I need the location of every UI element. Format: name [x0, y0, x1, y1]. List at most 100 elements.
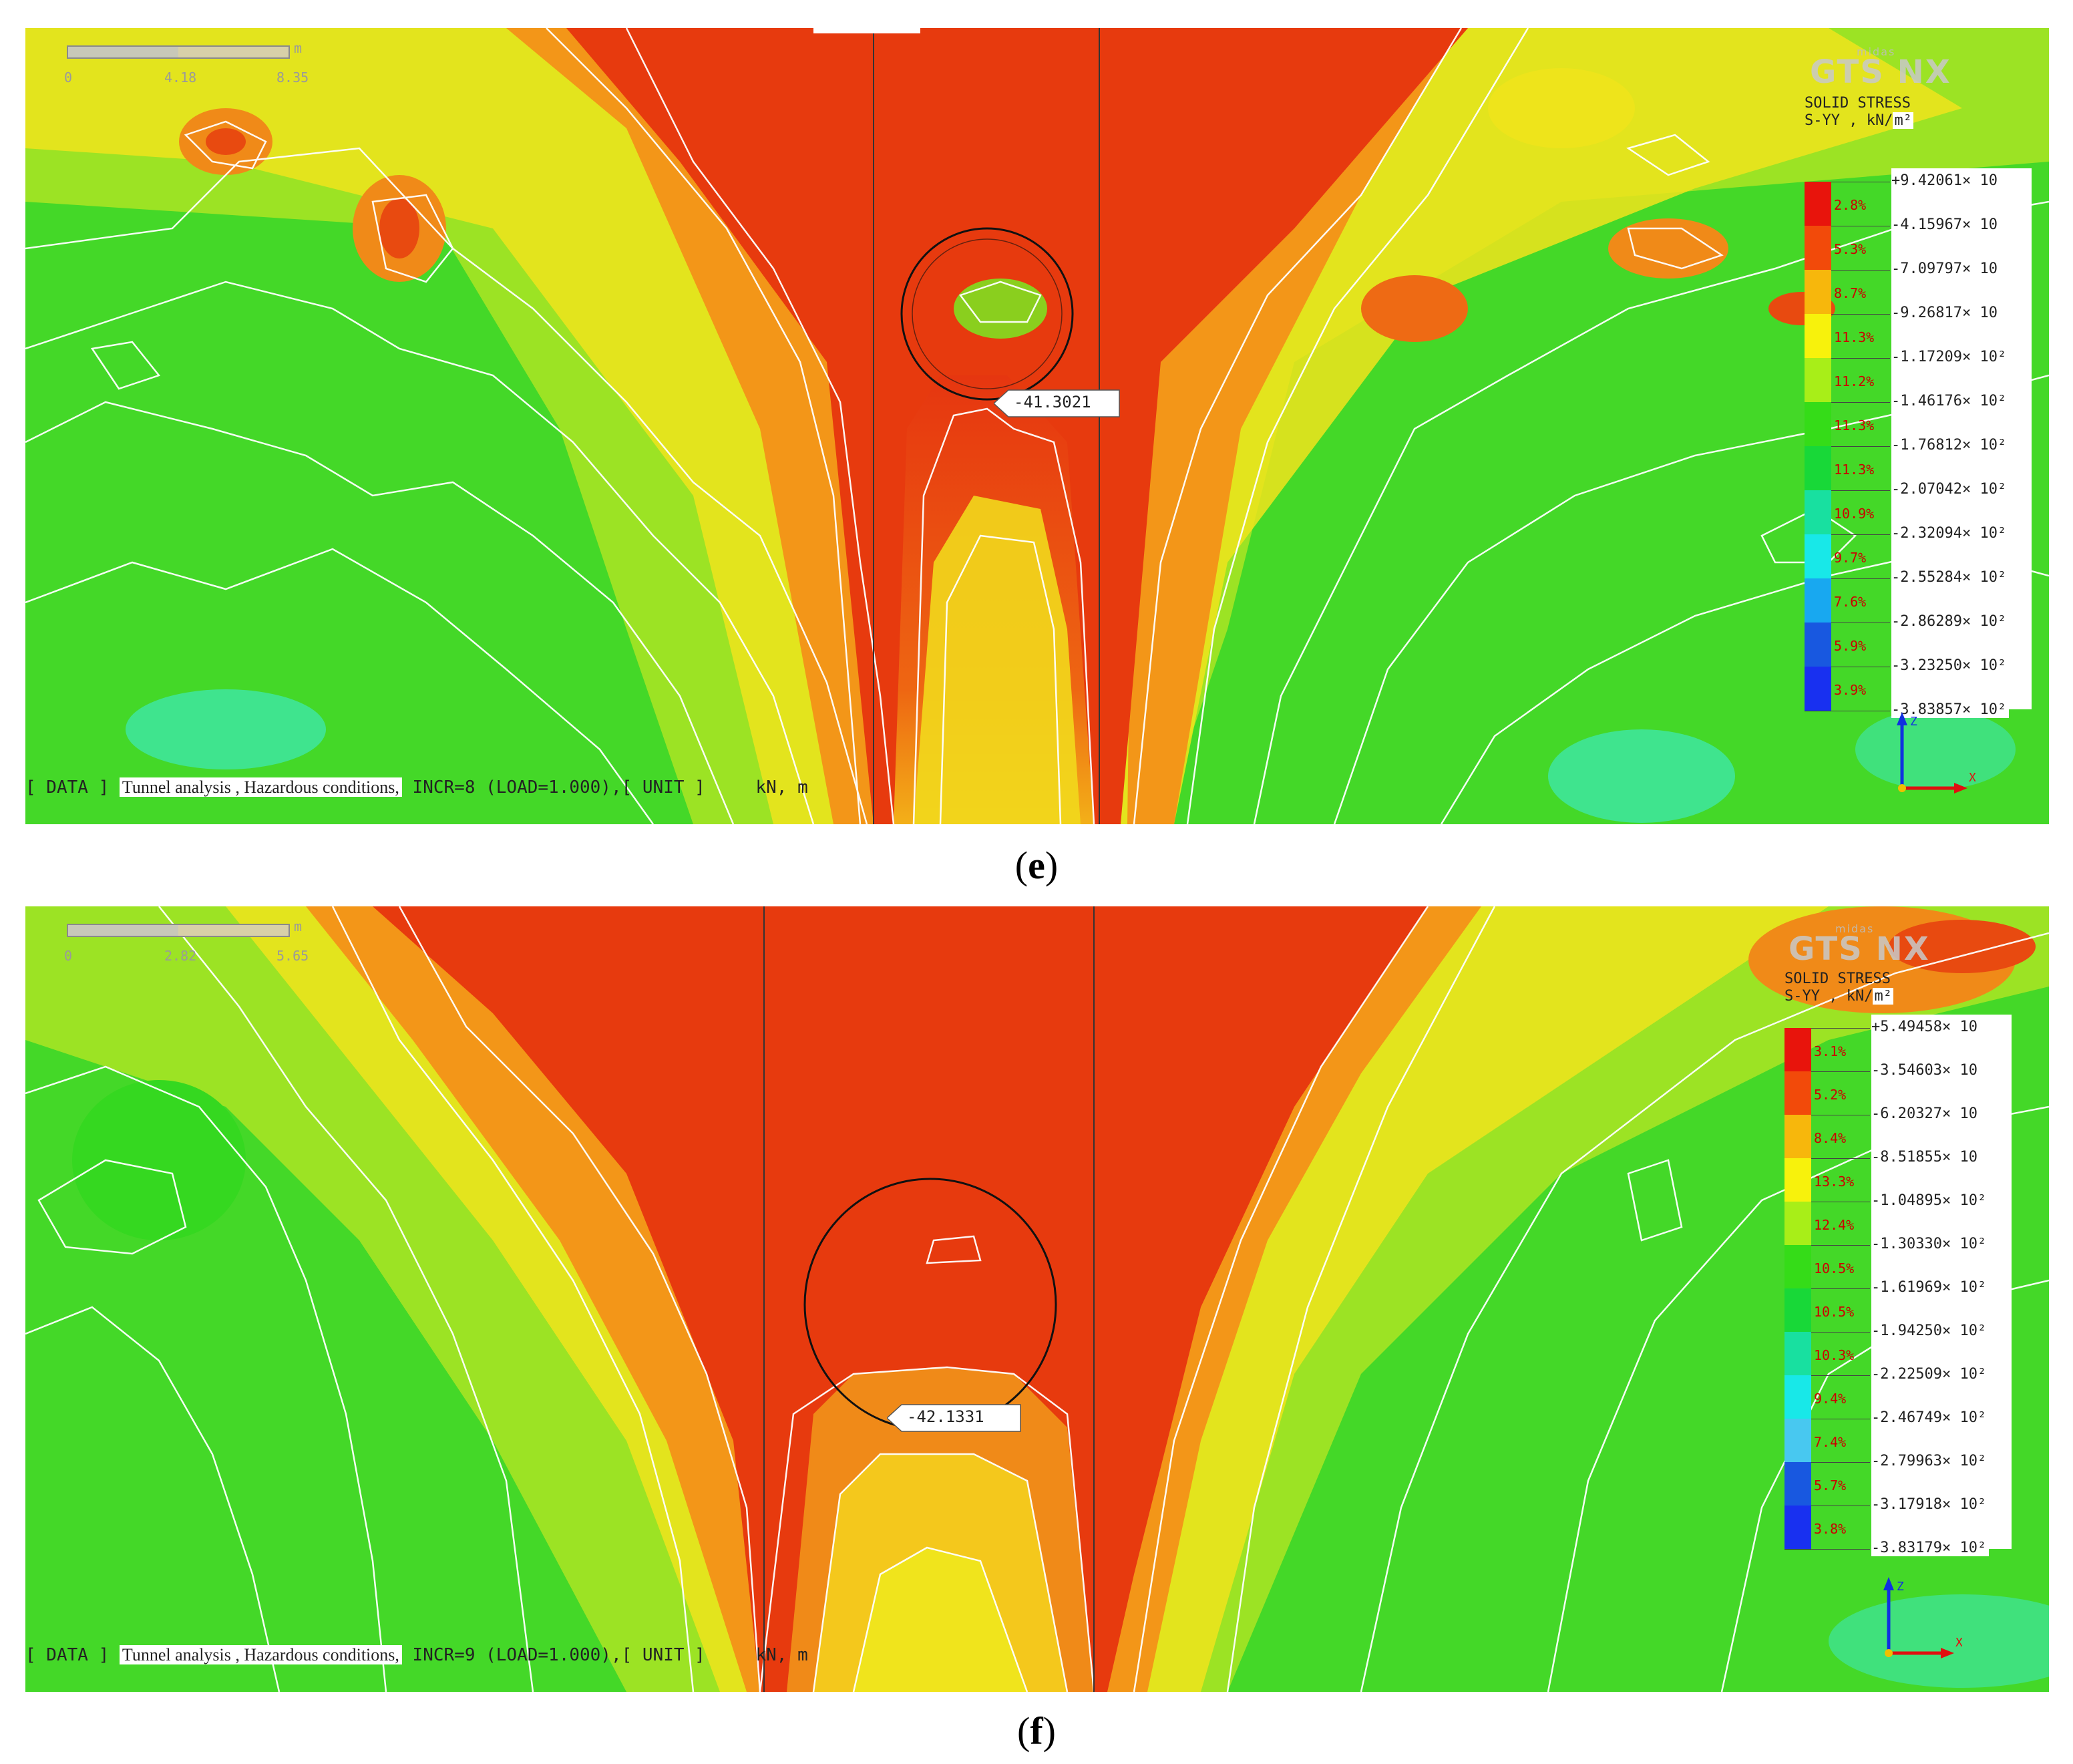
legend-value: -2.22509× 10²: [1871, 1366, 1990, 1383]
status-prefix: [ DATA ]: [25, 777, 110, 798]
stress-legend-e: SOLID STRESS S-YY , kN/m² 2.8% 5.3% 8.7% 11…: [1805, 95, 2045, 723]
legend-value: +9.42061× 10: [1891, 172, 2000, 189]
legend-value: -2.32094× 10²: [1891, 525, 2010, 542]
legend-swatch: [1805, 490, 1831, 535]
logo-brand-text: GTS NX: [1810, 53, 1951, 91]
status-prefix: [ DATA ]: [25, 1645, 110, 1665]
status-analysis: Tunnel analysis , Hazardous conditions,: [119, 1645, 402, 1664]
legend-value: -9.26817× 10: [1891, 305, 2000, 321]
legend-value: -3.17918× 10²: [1871, 1496, 1990, 1513]
legend-tick: [1811, 1549, 1870, 1550]
legend-percent: 10.3%: [1814, 1347, 1855, 1363]
legend-percent: 3.8%: [1814, 1520, 1847, 1537]
contour-field-f: [25, 906, 2049, 1692]
scale-unit: m: [294, 918, 303, 934]
legend-value: -7.09797× 10: [1891, 260, 2000, 277]
legend-swatch: [1805, 667, 1831, 711]
legend-percent: 10.5%: [1814, 1260, 1855, 1276]
legend-tick: [1811, 1375, 1870, 1376]
legend-swatch: [1784, 1506, 1811, 1550]
legend-value: -2.79963× 10²: [1871, 1453, 1990, 1469]
legend-swatch: [1805, 623, 1831, 667]
legend-value: -1.04895× 10²: [1871, 1192, 1990, 1209]
axis-z-label: Z: [1897, 1580, 1904, 1594]
status-line-e: [ DATA ] Tunnel analysis , Hazardous con…: [25, 777, 808, 798]
scale-tick-0: 0: [64, 69, 73, 85]
legend-tick: [1831, 534, 1890, 535]
legend-swatch: [1805, 226, 1831, 271]
legend-value: -1.94250× 10²: [1871, 1322, 1990, 1339]
legend-percent: 8.4%: [1814, 1129, 1847, 1146]
legend-value: -1.46176× 10²: [1891, 393, 2010, 409]
probe-arrow-shape: [994, 389, 1120, 417]
scale-tick-0: 0: [64, 948, 73, 964]
status-incr: INCR=8 (LOAD=1.000),[ UNIT ]: [412, 777, 705, 798]
legend-unit: m²: [1873, 988, 1893, 1005]
legend-swatch: [1805, 446, 1831, 491]
legend-value: -1.61969× 10²: [1871, 1279, 1990, 1296]
logo-small-text: midas: [1857, 45, 1896, 58]
stress-contour-panel-e: 0 4.18 8.35 m midas GTS NX SOLID STRESS …: [25, 28, 2049, 824]
axis-x-label: X: [1955, 1636, 1962, 1650]
legend-swatch: [1805, 534, 1831, 579]
legend-title: SOLID STRESS S-YY , kN/m²: [1805, 95, 1913, 130]
legend-value: -3.23250× 10²: [1891, 657, 2010, 674]
legend-percent: 10.5%: [1814, 1303, 1855, 1320]
legend-value: -1.76812× 10²: [1891, 437, 2010, 454]
legend-value: +5.49458× 10: [1871, 1019, 1980, 1035]
probe-arrow-shape: [887, 1404, 1021, 1432]
status-units: kN, m: [755, 777, 808, 798]
caption-letter-e: e: [1028, 844, 1045, 887]
legend-swatch: [1805, 270, 1831, 315]
legend-swatch: [1784, 1462, 1811, 1506]
stress-legend-f: SOLID STRESS S-YY , kN/m² 3.1% 5.2% 8.4% 13…: [1784, 971, 2038, 1598]
legend-tick: [1831, 270, 1890, 271]
axis-triad-e: Z X: [1882, 709, 1976, 813]
probe-value: -41.3021: [1014, 393, 1091, 411]
caption-e: (e): [1014, 844, 1059, 887]
legend-value: -2.07042× 10²: [1891, 481, 2010, 498]
contour-field-e: [25, 28, 2049, 824]
legend-tick: [1811, 1028, 1870, 1029]
legend-title: SOLID STRESS S-YY , kN/m²: [1784, 971, 1893, 1005]
legend-percent: 8.7%: [1834, 285, 1867, 302]
legend-tick: [1831, 490, 1890, 491]
scale-tick-1: 2.82: [164, 948, 197, 964]
legend-value: -2.55284× 10²: [1891, 569, 2010, 586]
legend-percent: 11.3%: [1834, 329, 1875, 346]
status-analysis: Tunnel analysis , Hazardous conditions,: [119, 777, 402, 797]
legend-percent: 3.9%: [1834, 682, 1867, 699]
legend-percent: 5.7%: [1814, 1477, 1847, 1493]
legend-unit: m²: [1893, 112, 1913, 129]
caption-f: (f): [1017, 1709, 1056, 1753]
legend-value: -3.83857× 10²: [1891, 701, 2010, 718]
legend-tick: [1811, 1332, 1870, 1333]
axis-triad-f: Z X: [1869, 1574, 1963, 1678]
legend-percent: 9.4%: [1814, 1390, 1847, 1407]
legend-percent: 7.4%: [1814, 1433, 1847, 1450]
legend-swatch: [1805, 182, 1831, 226]
midas-logo: midas GTS NX: [1788, 922, 1930, 968]
legend-swatch: [1805, 358, 1831, 403]
legend-title-line1: SOLID STRESS: [1784, 971, 1891, 987]
legend-percent: 2.8%: [1834, 197, 1867, 214]
legend-percent: 5.9%: [1834, 638, 1867, 655]
legend-tick: [1811, 1071, 1870, 1072]
legend-swatch: [1784, 1332, 1811, 1376]
legend-tick: [1831, 446, 1890, 447]
legend-value: -3.54603× 10: [1871, 1062, 1980, 1079]
legend-swatch: [1805, 578, 1831, 623]
legend-tick: [1811, 1158, 1870, 1159]
legend-swatch: [1784, 1202, 1811, 1246]
legend-value: -6.20327× 10: [1871, 1105, 1980, 1122]
legend-percent: 5.3%: [1834, 241, 1867, 258]
axis-x-label: X: [1969, 771, 1975, 785]
axis-triad-svg: Z X: [1883, 1577, 1963, 1658]
legend-tick: [1831, 402, 1890, 403]
legend-value: -1.30330× 10²: [1871, 1236, 1990, 1252]
status-line-f: [ DATA ] Tunnel analysis , Hazardous con…: [25, 1645, 808, 1665]
legend-value: -2.46749× 10²: [1871, 1409, 1990, 1426]
legend-tick: [1811, 1245, 1870, 1246]
legend-value: -1.17209× 10²: [1891, 349, 2010, 365]
legend-title-line1: SOLID STRESS: [1805, 95, 1911, 112]
